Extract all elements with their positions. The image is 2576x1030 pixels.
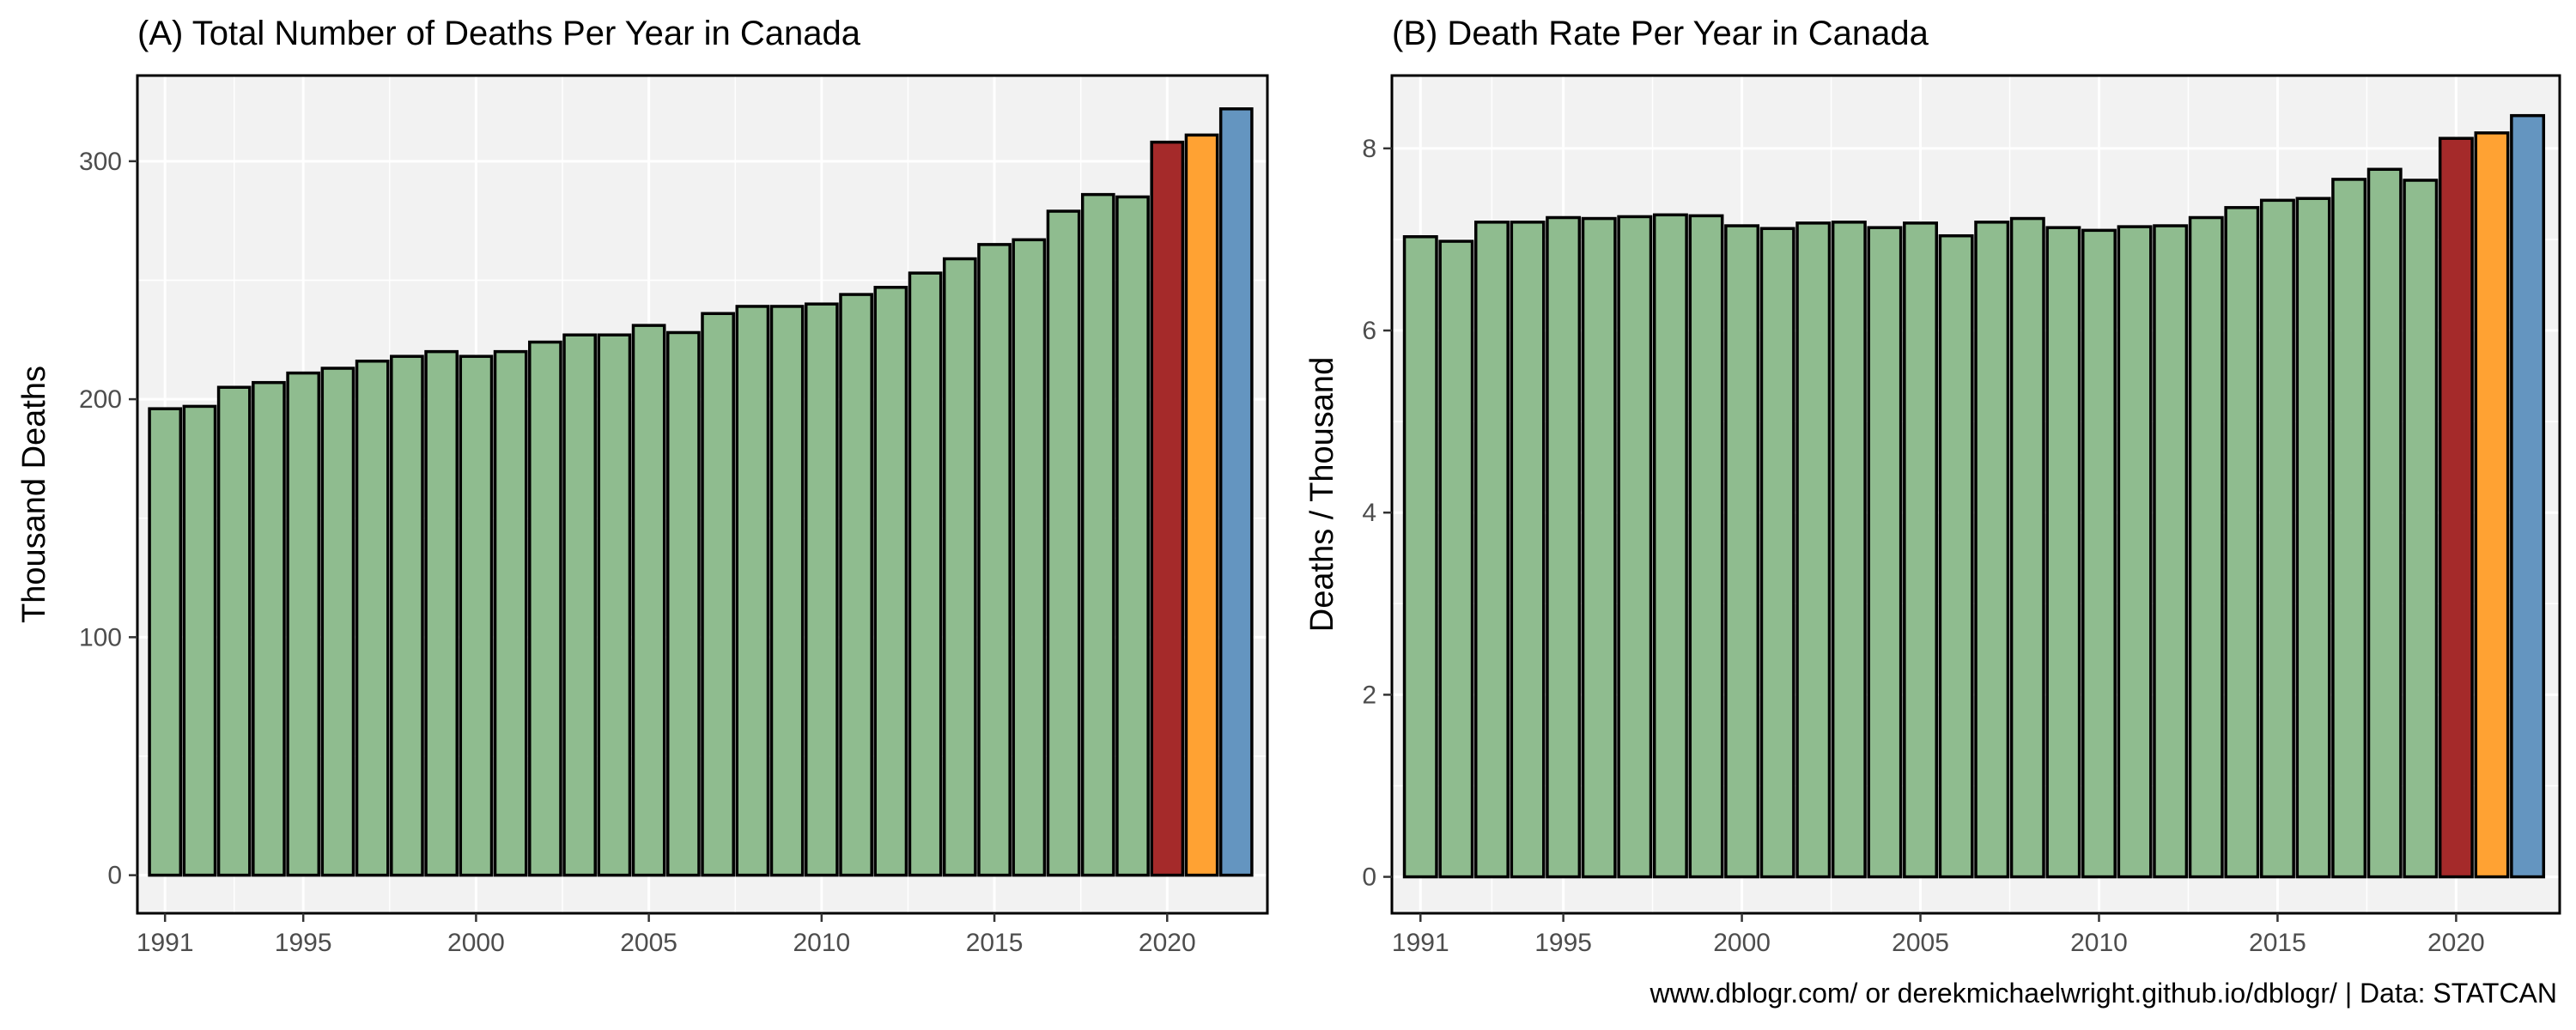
bar-2010 — [804, 302, 839, 877]
plot-border — [1390, 74, 2561, 915]
bar-1996 — [320, 367, 355, 877]
bar-2004 — [1867, 226, 1903, 879]
bar-2007 — [701, 312, 735, 877]
x-tick-label: 2020 — [1139, 929, 1196, 957]
y-tick-label: 6 — [1362, 317, 1376, 345]
bar-1998 — [390, 354, 424, 877]
x-tick-label: 2010 — [793, 929, 850, 957]
y-tick-label: 300 — [79, 148, 122, 176]
bar-1992 — [182, 404, 217, 877]
x-tick-label: 2000 — [1713, 929, 1771, 957]
y-tick-label: 0 — [107, 862, 122, 890]
bar-2021 — [1184, 133, 1219, 877]
bar-2022 — [1218, 107, 1254, 877]
bar-2000 — [1724, 224, 1760, 879]
x-tick-label: 1991 — [1392, 929, 1449, 957]
bar-2019 — [1115, 195, 1150, 877]
bar-2016 — [2295, 197, 2331, 879]
bar-2009 — [2045, 226, 2081, 879]
bar-2017 — [1046, 209, 1081, 877]
bar-2006 — [1938, 233, 1974, 879]
bar-1997 — [1617, 215, 1653, 879]
y-axis-label: Deaths / Thousand — [1304, 357, 1340, 632]
y-axis-label: Thousand Deaths — [16, 366, 52, 623]
bar-1994 — [1510, 221, 1546, 879]
bar-2002 — [528, 340, 562, 877]
x-tick-label: 1991 — [137, 929, 194, 957]
bar-2013 — [2188, 215, 2224, 879]
bar-2021 — [2474, 131, 2510, 879]
y-tick-label: 200 — [79, 385, 122, 414]
bar-2018 — [2366, 167, 2403, 879]
bar-2014 — [942, 257, 977, 877]
bar-2016 — [1012, 238, 1047, 877]
y-tick-label: 100 — [79, 623, 122, 651]
bar-1995 — [1546, 215, 1582, 879]
x-tick-label: 2005 — [1892, 929, 1949, 957]
bar-2019 — [2403, 179, 2439, 879]
bar-2020 — [1150, 140, 1185, 877]
bar-2013 — [908, 271, 943, 877]
bar-2006 — [666, 330, 701, 877]
bar-2020 — [2438, 136, 2474, 879]
bar-2003 — [1831, 221, 1867, 879]
plot-border — [136, 74, 1269, 915]
x-tick-label: 1995 — [1534, 929, 1592, 957]
y-tick-label: 4 — [1362, 499, 1376, 527]
bar-2003 — [562, 333, 597, 877]
panel-a: 0 100 200 300 1991 1995 2000 2005 2010 2015 2020 (A… — [16, 15, 1269, 957]
source-caption: www.dblogr.com/ or derekmichaelwright.gi… — [1649, 978, 2557, 1009]
bar-2005 — [631, 324, 666, 877]
x-tick-label: 2020 — [2427, 929, 2485, 957]
x-tick-label: 2000 — [447, 929, 505, 957]
bar-2014 — [2224, 206, 2260, 879]
bar-2004 — [597, 333, 632, 877]
x-tick-label: 1995 — [275, 929, 332, 957]
x-tick-label: 2015 — [966, 929, 1024, 957]
bar-1991 — [1402, 235, 1438, 879]
bar-2017 — [2331, 178, 2367, 879]
bar-2009 — [769, 305, 805, 877]
bar-2010 — [2081, 228, 2117, 879]
bar-2011 — [2117, 225, 2153, 879]
bar-2011 — [839, 293, 873, 877]
bar-1997 — [355, 359, 390, 877]
bar-2008 — [2009, 216, 2045, 879]
y-tick-label: 0 — [1362, 863, 1376, 892]
bar-1999 — [424, 349, 459, 877]
bar-2001 — [493, 349, 528, 877]
chart-title: (B) Death Rate Per Year in Canada — [1392, 15, 1929, 52]
bar-1999 — [1688, 214, 1724, 879]
chart-title: (A) Total Number of Deaths Per Year in C… — [137, 15, 861, 52]
bar-1996 — [1581, 216, 1617, 879]
bar-1993 — [216, 385, 252, 877]
bar-2015 — [977, 243, 1012, 877]
bar-1995 — [286, 371, 321, 877]
bar-2008 — [735, 305, 770, 877]
panel-b: 0 2 4 6 8 1991 1995 2000 2005 2010 2015 2020 (B) Dea… — [1304, 15, 2561, 957]
x-tick-label: 2005 — [620, 929, 677, 957]
bar-1993 — [1473, 221, 1510, 879]
bar-1992 — [1438, 239, 1474, 879]
bar-2007 — [1974, 221, 2010, 879]
bar-2018 — [1080, 192, 1115, 877]
bar-2001 — [1759, 227, 1795, 879]
x-tick-label: 2010 — [2070, 929, 2128, 957]
bar-1998 — [1652, 213, 1688, 879]
bar-2005 — [1903, 221, 1939, 879]
x-tick-label: 2015 — [2249, 929, 2306, 957]
bar-2012 — [2153, 224, 2189, 879]
bar-2015 — [2259, 198, 2295, 879]
bar-1994 — [252, 380, 286, 877]
bar-1991 — [148, 407, 183, 877]
y-tick-label: 2 — [1362, 681, 1376, 709]
bar-2002 — [1795, 221, 1832, 879]
bar-2000 — [459, 354, 494, 877]
y-tick-label: 8 — [1362, 135, 1376, 163]
bar-2012 — [873, 286, 908, 877]
bar-2022 — [2510, 113, 2546, 879]
